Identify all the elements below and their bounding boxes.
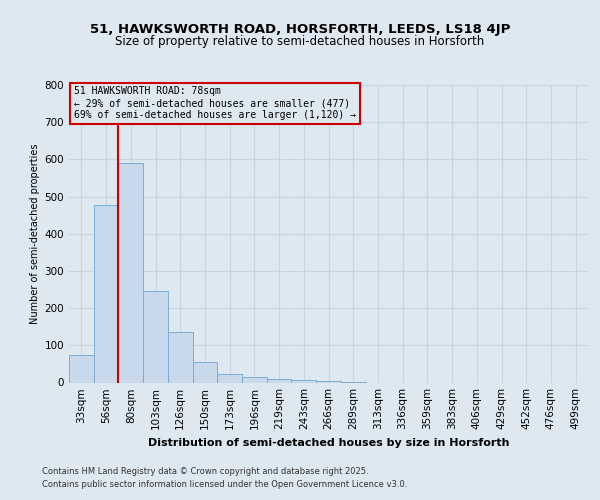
- Bar: [217, 374, 242, 382]
- Bar: [316, 381, 341, 382]
- Text: Size of property relative to semi-detached houses in Horsforth: Size of property relative to semi-detach…: [115, 35, 485, 48]
- Bar: [267, 379, 292, 382]
- Bar: [292, 380, 316, 382]
- Bar: [94, 205, 118, 382]
- X-axis label: Distribution of semi-detached houses by size in Horsforth: Distribution of semi-detached houses by …: [148, 438, 509, 448]
- Bar: [143, 292, 168, 382]
- Bar: [193, 362, 217, 382]
- Bar: [242, 376, 267, 382]
- Text: 51 HAWKSWORTH ROAD: 78sqm
← 29% of semi-detached houses are smaller (477)
69% of: 51 HAWKSWORTH ROAD: 78sqm ← 29% of semi-…: [74, 86, 356, 120]
- Text: Contains public sector information licensed under the Open Government Licence v3: Contains public sector information licen…: [42, 480, 407, 489]
- Y-axis label: Number of semi-detached properties: Number of semi-detached properties: [31, 144, 40, 324]
- Text: 51, HAWKSWORTH ROAD, HORSFORTH, LEEDS, LS18 4JP: 51, HAWKSWORTH ROAD, HORSFORTH, LEEDS, L…: [90, 22, 510, 36]
- Bar: [69, 354, 94, 382]
- Text: Contains HM Land Registry data © Crown copyright and database right 2025.: Contains HM Land Registry data © Crown c…: [42, 467, 368, 476]
- Bar: [118, 163, 143, 382]
- Bar: [168, 332, 193, 382]
